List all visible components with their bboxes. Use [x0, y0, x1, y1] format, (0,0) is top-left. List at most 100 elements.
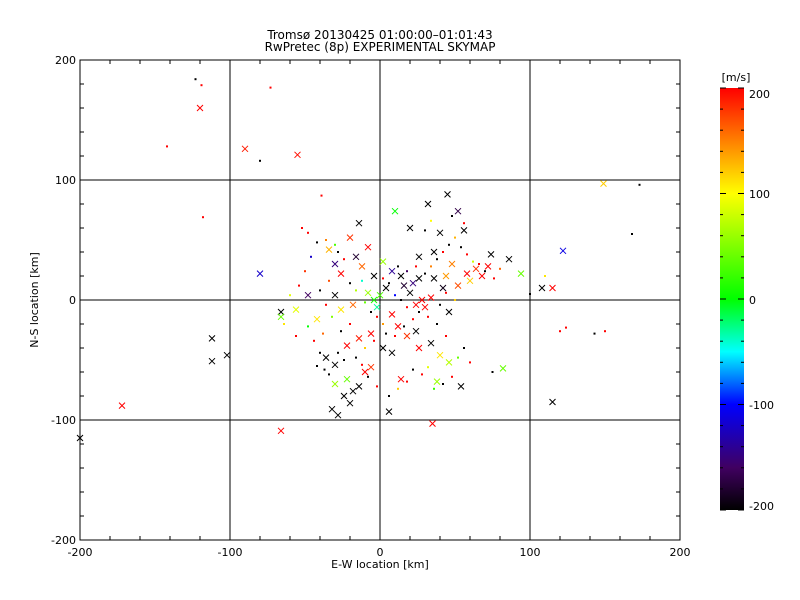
colorbar-label: [m/s]	[722, 71, 751, 84]
data-point-cross	[196, 104, 204, 112]
data-point-dot	[364, 347, 366, 349]
data-point-cross	[277, 308, 285, 316]
data-point-cross	[415, 275, 423, 282]
data-point-cross	[429, 420, 436, 427]
y-tick-label: 100	[55, 174, 76, 187]
data-point-cross	[349, 387, 357, 395]
data-point-cross	[313, 315, 321, 323]
y-tick-label: 0	[69, 294, 76, 307]
data-point-cross	[600, 180, 607, 187]
data-point-dot	[382, 323, 384, 325]
data-point-cross	[277, 313, 285, 321]
data-point-cross	[412, 301, 420, 309]
data-point-dot	[529, 293, 531, 295]
data-point-dot	[436, 258, 438, 261]
data-point-cross	[388, 267, 396, 275]
data-point-cross	[331, 380, 339, 388]
data-point-cross	[256, 270, 264, 277]
data-point-dot	[484, 270, 486, 273]
data-point-dot	[323, 368, 326, 371]
data-point-dot	[376, 385, 378, 388]
data-point-cross	[427, 294, 435, 301]
data-point-dot	[394, 294, 396, 297]
data-point-cross	[460, 227, 468, 234]
data-point-dot	[451, 375, 453, 378]
x-tick-label: 100	[520, 546, 541, 559]
data-point-cross	[304, 291, 312, 299]
data-point-dot	[269, 86, 272, 89]
data-point-cross	[370, 272, 378, 280]
data-point-cross	[433, 378, 441, 385]
data-point-dot	[442, 251, 444, 253]
data-point-dot	[593, 332, 596, 335]
data-point-cross	[397, 272, 405, 280]
data-point-cross	[331, 361, 339, 369]
x-tick-label: 200	[670, 546, 691, 559]
data-point-dot	[388, 395, 390, 397]
data-point-dot	[283, 323, 285, 325]
data-point-dot	[412, 368, 414, 371]
data-point-dot	[319, 289, 321, 292]
data-point-cross	[364, 243, 372, 251]
data-point-dot	[424, 229, 426, 232]
chart-subtitle: RwPretec (8p) EXPERIMENTAL SKYMAP	[265, 40, 496, 54]
data-point-dot	[202, 216, 204, 219]
colorbar-ticks	[720, 87, 744, 511]
data-point-dot	[194, 78, 197, 81]
data-point-dot	[430, 219, 432, 222]
data-point-dot	[403, 325, 405, 328]
data-point-cross	[337, 306, 345, 313]
y-tick-labels: -200 -100 0 100 200	[51, 54, 76, 547]
data-point-dot	[424, 272, 426, 275]
colorbar-tick-label: 0	[749, 294, 756, 307]
data-point-dot	[638, 183, 641, 186]
data-point-dot	[412, 318, 414, 321]
data-point-cross	[346, 399, 354, 407]
data-point-dot	[397, 387, 399, 390]
data-point-dot	[343, 359, 345, 361]
data-point-dot	[394, 335, 396, 337]
data-point-cross	[343, 375, 351, 383]
data-point-cross	[241, 145, 249, 153]
data-point-dot	[382, 277, 384, 280]
data-point-cross	[559, 247, 567, 255]
data-point-cross	[397, 375, 405, 383]
data-point-dot	[388, 282, 390, 285]
data-point-dot	[457, 356, 459, 359]
data-point-cross	[325, 246, 333, 253]
data-point-dot	[343, 258, 345, 261]
data-point-cross	[367, 330, 375, 337]
data-point-dot	[631, 233, 633, 235]
data-point-cross	[463, 270, 471, 277]
data-point-cross	[355, 383, 363, 390]
data-point-cross	[382, 284, 390, 292]
data-point-dot	[463, 222, 465, 225]
data-point-dot	[418, 311, 420, 313]
data-point-cross	[337, 270, 345, 277]
data-point-dot	[355, 289, 357, 292]
data-point-dot	[334, 243, 336, 246]
data-point-dot	[544, 275, 546, 277]
data-point-cross	[444, 191, 451, 198]
data-point-dot	[304, 270, 306, 273]
data-point-cross	[484, 263, 492, 270]
data-point-cross	[445, 308, 453, 316]
data-point-cross	[379, 344, 387, 352]
data-point-cross	[340, 392, 348, 400]
data-point-dot	[289, 294, 291, 297]
data-point-dot	[259, 159, 261, 162]
x-tick-labels: -200 -100 0 100 200	[68, 546, 691, 559]
data-point-cross	[391, 207, 399, 215]
x-tick-label: -100	[218, 546, 243, 559]
data-point-cross	[208, 357, 216, 365]
data-point-cross	[421, 303, 429, 311]
data-point-dot	[200, 84, 203, 87]
data-point-dot	[320, 194, 323, 197]
data-point-cross	[361, 368, 369, 376]
data-point-cross	[400, 282, 408, 289]
data-point-dot	[373, 339, 375, 342]
data-point-cross	[415, 253, 423, 261]
data-point-dot	[478, 263, 480, 265]
data-point-cross	[454, 207, 462, 215]
